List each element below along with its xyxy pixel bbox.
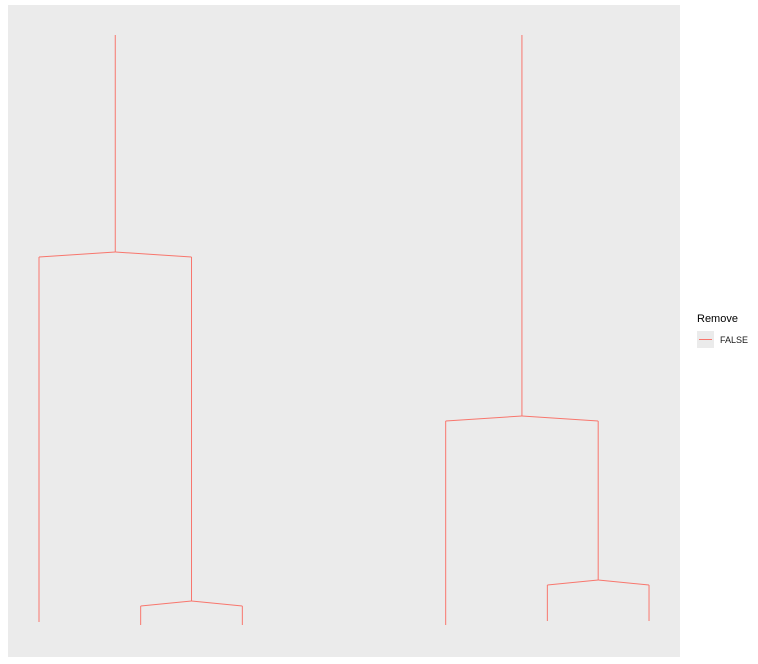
branch-edge [115, 251, 192, 258]
legend: Remove FALSE [697, 313, 748, 348]
branch-edge [140, 600, 192, 607]
plot-panel [8, 5, 680, 657]
legend-label: FALSE [720, 334, 749, 345]
edges [38, 35, 650, 625]
legend-title: Remove [697, 313, 738, 325]
legend-entry: FALSE [697, 331, 748, 348]
branch-edge [191, 600, 243, 607]
branch-edge [521, 415, 599, 422]
branch-edge [547, 579, 599, 586]
branch-edge [598, 579, 650, 586]
branch-edge [38, 251, 116, 258]
legend-key-line-icon [697, 331, 714, 348]
branch-edge [445, 415, 522, 422]
